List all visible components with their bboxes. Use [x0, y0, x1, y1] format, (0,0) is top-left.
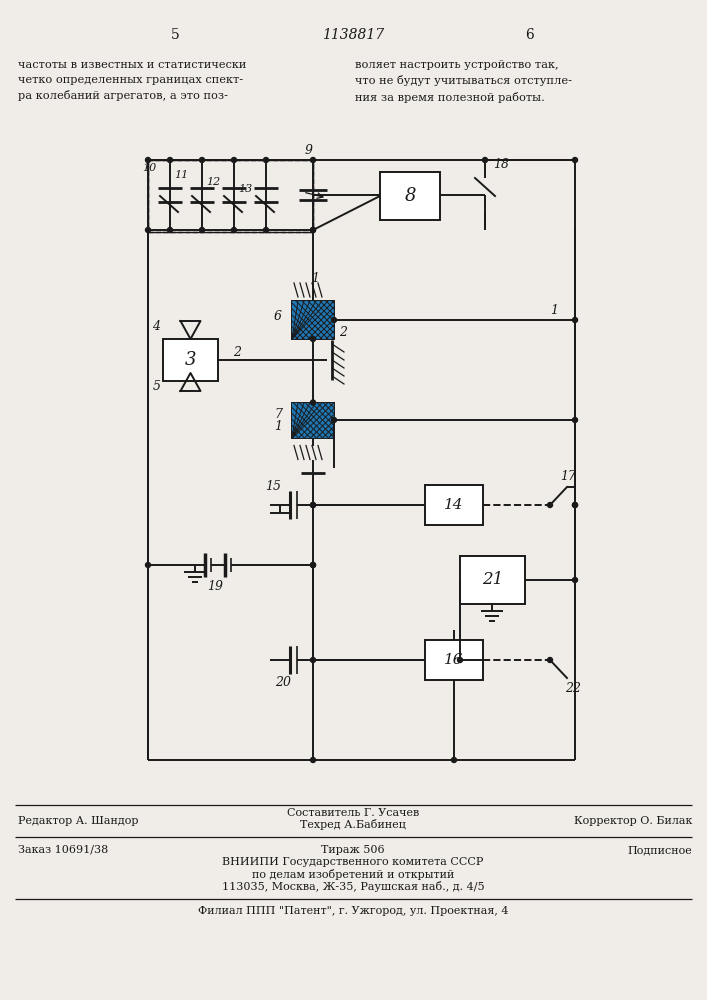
Text: 2: 2: [233, 346, 241, 359]
Circle shape: [310, 228, 315, 232]
Bar: [148, 160, 313, 232]
Circle shape: [310, 157, 315, 162]
Text: 12: 12: [206, 177, 221, 187]
Circle shape: [310, 658, 315, 662]
Text: 17: 17: [560, 471, 576, 484]
Text: 5: 5: [153, 379, 160, 392]
Text: по делам изобретений и открытий: по делам изобретений и открытий: [252, 868, 454, 880]
Text: 5: 5: [170, 28, 180, 42]
Text: 1: 1: [274, 420, 282, 434]
Text: 4: 4: [153, 320, 160, 332]
Bar: [292, 402, 334, 438]
Bar: [292, 402, 334, 438]
Text: Техред А.Бабинец: Техред А.Бабинец: [300, 820, 406, 830]
Circle shape: [146, 157, 151, 162]
Circle shape: [231, 157, 237, 162]
Text: 16: 16: [444, 653, 464, 667]
Text: 20: 20: [275, 676, 291, 688]
Circle shape: [310, 228, 315, 232]
Text: 113035, Москва, Ж-35, Раушская наб., д. 4/5: 113035, Москва, Ж-35, Раушская наб., д. …: [222, 880, 484, 892]
Text: 1: 1: [550, 304, 558, 316]
Text: Тираж 506: Тираж 506: [321, 845, 385, 855]
Text: 19: 19: [207, 580, 223, 593]
Circle shape: [310, 400, 315, 405]
Bar: [292, 301, 334, 339]
Bar: [460, 556, 525, 604]
Text: ВНИИПИ Государственного комитета СССР: ВНИИПИ Государственного комитета СССР: [222, 857, 484, 867]
Text: 8: 8: [404, 187, 416, 205]
Text: 1138817: 1138817: [322, 28, 384, 42]
Text: 7: 7: [274, 408, 282, 422]
Bar: [163, 339, 218, 381]
Bar: [292, 301, 334, 339]
Circle shape: [146, 228, 151, 232]
Text: 18: 18: [493, 158, 509, 172]
Circle shape: [573, 418, 578, 422]
Text: 15: 15: [265, 481, 281, 493]
Circle shape: [199, 228, 204, 232]
Circle shape: [573, 157, 578, 162]
Circle shape: [310, 502, 315, 508]
Bar: [148, 160, 313, 232]
Circle shape: [310, 758, 315, 762]
Circle shape: [146, 562, 151, 568]
Text: Заказ 10691/38: Заказ 10691/38: [18, 845, 108, 855]
Bar: [380, 172, 440, 220]
Text: 13: 13: [238, 184, 252, 194]
Circle shape: [264, 157, 269, 162]
Circle shape: [573, 578, 578, 582]
Text: Корректор О. Билак: Корректор О. Билак: [573, 816, 692, 826]
Text: 2: 2: [339, 326, 347, 338]
Circle shape: [199, 157, 204, 162]
Circle shape: [231, 228, 237, 232]
Text: 11: 11: [174, 170, 188, 180]
Circle shape: [547, 502, 552, 508]
Text: Подписное: Подписное: [627, 845, 692, 855]
Circle shape: [482, 157, 488, 162]
Text: 22: 22: [565, 682, 581, 694]
Circle shape: [168, 228, 173, 232]
Text: Редактор А. Шандор: Редактор А. Шандор: [18, 816, 139, 826]
Text: 6: 6: [525, 28, 534, 42]
Text: 21: 21: [482, 572, 503, 588]
Text: 1: 1: [311, 272, 319, 286]
Circle shape: [264, 228, 269, 232]
Circle shape: [332, 418, 337, 422]
Circle shape: [573, 502, 578, 508]
Circle shape: [457, 658, 462, 662]
Bar: [425, 640, 483, 680]
Circle shape: [452, 758, 457, 762]
Circle shape: [310, 562, 315, 568]
Text: Составитель Г. Усачев: Составитель Г. Усачев: [287, 808, 419, 818]
Bar: [425, 485, 483, 525]
Text: воляет настроить устройство так,
что не будут учитываться отступле-
ния за время: воляет настроить устройство так, что не …: [355, 60, 572, 103]
Text: 3: 3: [185, 351, 197, 369]
Circle shape: [310, 336, 315, 342]
Circle shape: [310, 502, 315, 508]
Circle shape: [332, 318, 337, 322]
Text: 9: 9: [305, 143, 313, 156]
Text: частоты в известных и статистически
четко определенных границах спект-
ра колеба: частоты в известных и статистически четк…: [18, 60, 246, 101]
Text: Филиал ППП "Патент", г. Ужгород, ул. Проектная, 4: Филиал ППП "Патент", г. Ужгород, ул. Про…: [198, 906, 508, 916]
Text: 10: 10: [142, 163, 156, 173]
Circle shape: [168, 157, 173, 162]
Circle shape: [310, 562, 315, 568]
Circle shape: [573, 502, 578, 508]
Text: 6: 6: [274, 310, 282, 324]
Circle shape: [547, 658, 552, 662]
Text: 14: 14: [444, 498, 464, 512]
Circle shape: [573, 318, 578, 322]
